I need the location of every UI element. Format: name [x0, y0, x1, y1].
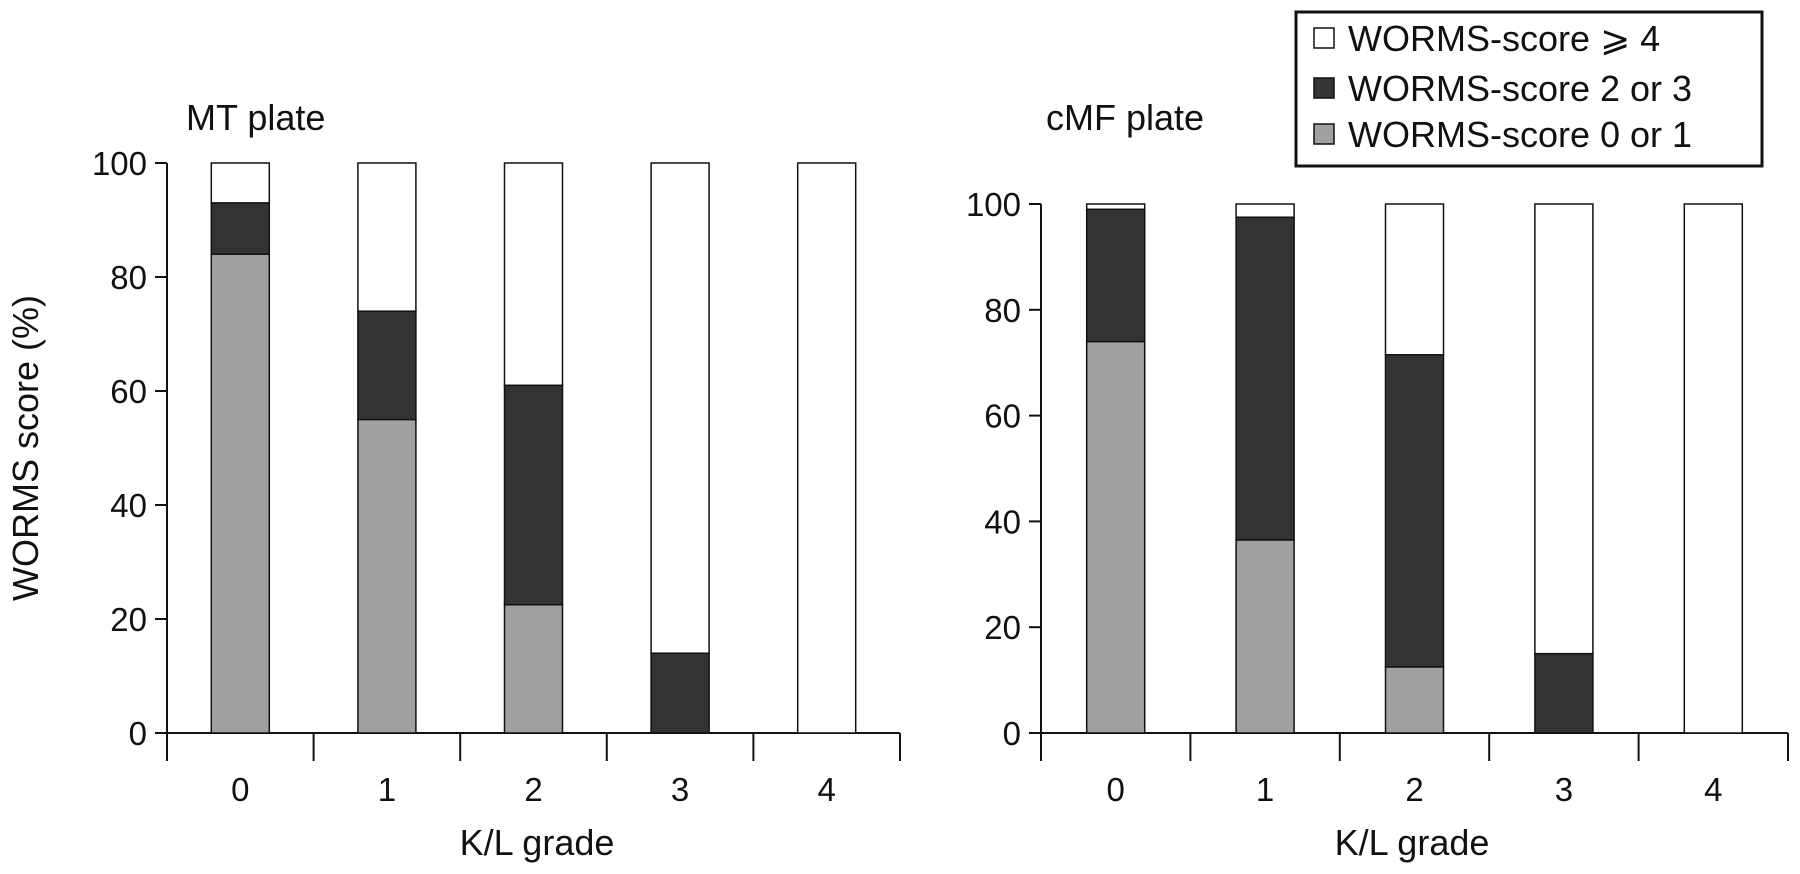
y-tick-label: 0	[129, 715, 147, 752]
legend-item: WORMS-score ⩾ 4	[1313, 18, 1660, 59]
legend-swatch	[1313, 77, 1335, 99]
x-tick-label: 0	[231, 771, 249, 808]
legend-swatch	[1313, 123, 1335, 145]
bar-segment	[1085, 208, 1146, 343]
y-tick-label: 20	[984, 609, 1021, 646]
legend-item: WORMS-score 2 or 3	[1313, 68, 1692, 109]
x-axis-title: K/L grade	[460, 822, 615, 863]
bar-segment	[1683, 203, 1744, 734]
y-tick-label: 0	[1003, 715, 1021, 752]
x-tick-label: 2	[524, 771, 542, 808]
bar-segment	[1235, 203, 1295, 218]
legend-swatch	[1313, 27, 1335, 49]
y-tick-label: 100	[92, 145, 147, 182]
bar-segment	[1534, 652, 1594, 734]
x-tick-label: 1	[378, 771, 396, 808]
bar-segment	[1235, 216, 1295, 541]
y-axis-title: WORMS score (%)	[5, 295, 46, 601]
bar-segment	[1235, 539, 1295, 734]
chart-title: MT plate	[186, 97, 325, 138]
bar-segment	[357, 162, 417, 312]
bar-segment	[210, 202, 271, 255]
bar-segment	[650, 652, 710, 734]
bar-segment	[1534, 203, 1594, 655]
x-tick-label: 1	[1256, 771, 1274, 808]
y-tick-label: 80	[984, 292, 1021, 329]
chart-title: cMF plate	[1046, 97, 1204, 138]
bar-segment	[1384, 354, 1445, 668]
y-tick-label: 60	[110, 373, 147, 410]
legend-label: WORMS-score ⩾ 4	[1348, 18, 1660, 59]
chart-cmf-plate: cMF plate K/L grade 0 20 40 60 80 100 0 1 2 3 4	[966, 97, 1789, 863]
x-tick-label: 2	[1405, 771, 1423, 808]
bar-segment	[796, 162, 857, 734]
y-tick-label: 60	[984, 398, 1021, 435]
bar-segment	[503, 384, 564, 606]
x-tick-label: 3	[671, 771, 689, 808]
x-tick-label: 4	[1704, 771, 1722, 808]
bar-segment	[1384, 666, 1445, 734]
y-tick-label: 40	[984, 503, 1021, 540]
y-tick-label: 80	[110, 259, 147, 296]
x-tick-label: 3	[1555, 771, 1573, 808]
x-tick-label: 0	[1107, 771, 1125, 808]
legend-frame	[1294, 10, 1764, 168]
bar-segment	[650, 162, 710, 654]
legend: WORMS-score ⩾ 4 WORMS-score 2 or 3 WORMS…	[1294, 10, 1764, 168]
bar-segment	[357, 418, 417, 734]
x-tick-label: 4	[818, 771, 836, 808]
chart-mt-plate: MT plate WORMS score (%) K/L grade 02040…	[5, 97, 901, 863]
bar-segment	[357, 310, 417, 421]
y-tick-label: 40	[110, 487, 147, 524]
bar-segment	[210, 253, 271, 734]
y-tick-label: 20	[110, 601, 147, 638]
legend-label: WORMS-score 2 or 3	[1348, 68, 1692, 109]
legend-item: WORMS-score 0 or 1	[1313, 114, 1692, 155]
bar-segment	[1085, 340, 1146, 734]
bar-segment	[503, 162, 564, 387]
bar-segment	[1085, 203, 1146, 211]
x-axis-title: K/L grade	[1335, 822, 1490, 863]
y-tick-label: 100	[966, 186, 1021, 223]
legend-label: WORMS-score 0 or 1	[1348, 114, 1692, 155]
bar-segment	[503, 604, 564, 734]
bar-segment	[1384, 203, 1445, 356]
bar-segment	[210, 162, 271, 204]
